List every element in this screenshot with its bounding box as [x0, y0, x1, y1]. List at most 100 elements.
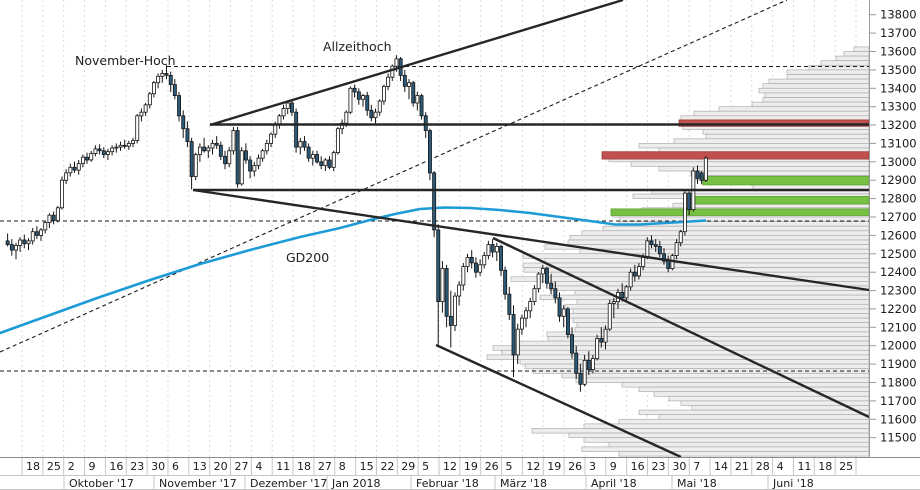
week-tick-label: 29: [401, 460, 415, 473]
up-candle: [624, 286, 629, 299]
up-candle: [611, 301, 616, 304]
y-axis-label: 12900: [880, 173, 917, 187]
up-candle: [361, 95, 365, 100]
up-candle: [394, 58, 399, 67]
up-candle: [674, 242, 679, 256]
down-candle: [632, 271, 637, 277]
volume-profile-bar: [705, 133, 870, 140]
volume-profile-bar: [550, 271, 870, 278]
up-candle: [131, 140, 135, 144]
down-candle: [402, 75, 407, 87]
up-candle: [461, 266, 466, 286]
y-axis-label: 13800: [880, 8, 917, 22]
volume-profile-bar: [691, 405, 870, 411]
steep-descending-line: [492, 236, 870, 419]
volume-profile-bar: [581, 230, 870, 236]
up-candle: [252, 165, 257, 172]
down-candle: [507, 293, 512, 315]
y-axis-label: 11500: [880, 431, 917, 445]
down-candle: [687, 192, 692, 211]
month-label: Mai '18: [677, 477, 717, 490]
y-axis-label: 13100: [880, 136, 917, 150]
down-candle: [202, 146, 207, 152]
month-label: Oktober '17: [69, 477, 134, 490]
volume-profile-bar: [572, 308, 870, 314]
down-candle: [72, 166, 77, 171]
up-candle: [256, 157, 261, 166]
volume-profile-bar: [546, 331, 870, 337]
down-candle: [356, 91, 361, 100]
down-candle: [699, 172, 704, 181]
down-candle: [189, 141, 194, 177]
week-tick-label: 26: [485, 460, 499, 473]
up-candle: [310, 154, 315, 159]
volume-profile-bar: [581, 446, 870, 452]
up-candle: [298, 141, 303, 148]
down-candle: [469, 256, 474, 264]
week-tick-label: 12: [526, 460, 540, 473]
up-candle: [465, 256, 470, 267]
volume-profile-bar: [575, 377, 870, 383]
down-candle: [185, 128, 190, 142]
up-candle: [281, 108, 286, 117]
down-candle: [499, 245, 503, 271]
up-candle: [373, 111, 378, 119]
down-candle: [306, 146, 311, 159]
up-candle: [335, 128, 340, 153]
volume-profile-bar: [510, 276, 870, 282]
down-candle: [649, 240, 654, 245]
volume-profile-bar: [786, 74, 870, 80]
y-axis-label: 12400: [880, 265, 917, 279]
down-candle: [218, 144, 223, 157]
up-candle: [197, 146, 202, 155]
resistance-band-13035: [601, 151, 870, 160]
volume-profile-bar: [690, 170, 870, 176]
down-candle: [352, 87, 357, 93]
down-candle: [181, 115, 186, 130]
up-candle: [390, 65, 395, 78]
up-candle: [126, 142, 131, 147]
up-candle: [139, 111, 144, 117]
volume-profile-bar: [568, 432, 870, 439]
week-tick-label: 12: [443, 460, 457, 473]
week-tick-label: 23: [130, 460, 144, 473]
up-candle: [118, 144, 123, 148]
up-candle: [331, 152, 336, 168]
up-candle: [43, 222, 48, 231]
up-candle: [478, 264, 483, 273]
volume-profile-bar: [764, 92, 870, 98]
up-candle: [156, 75, 161, 84]
down-candle: [168, 75, 173, 86]
week-tick-label: 30: [151, 460, 165, 473]
y-axis-label: 13600: [880, 45, 917, 59]
down-candle: [235, 130, 240, 185]
up-candle: [89, 153, 94, 161]
up-candle: [264, 142, 269, 152]
up-candle: [143, 104, 148, 113]
volume-profile-bar: [618, 451, 870, 457]
week-tick-label: 19: [547, 460, 561, 473]
month-label: Juni '18: [772, 477, 814, 490]
volume-profile-bar: [572, 317, 870, 324]
week-tick-label: 18: [818, 460, 832, 473]
week-tick-label: 27: [318, 460, 332, 473]
up-candle: [407, 82, 411, 87]
up-candle: [486, 244, 491, 257]
up-candle: [440, 268, 445, 302]
week-tick-label: 25: [47, 460, 61, 473]
time-axis: 18 25 2 9 16 23 30 6 13 20 27 4 11 18 27 8 15 22 29 5 12 19 26…: [0, 457, 920, 490]
down-candle: [557, 297, 562, 317]
week-tick-label: 30: [672, 460, 686, 473]
week-tick-label: 20: [214, 460, 228, 473]
allzeithoch-label: Allzeithoch: [323, 39, 392, 54]
volume-profile-bar: [561, 372, 870, 379]
up-candle: [524, 310, 528, 319]
up-candle: [482, 255, 487, 266]
up-candle: [637, 266, 641, 277]
down-candle: [214, 142, 219, 146]
down-candle: [365, 95, 370, 111]
up-candle: [453, 295, 457, 326]
rising-dashed-diagonal: [0, 0, 788, 353]
up-candle: [607, 302, 612, 330]
up-candle: [160, 73, 165, 77]
